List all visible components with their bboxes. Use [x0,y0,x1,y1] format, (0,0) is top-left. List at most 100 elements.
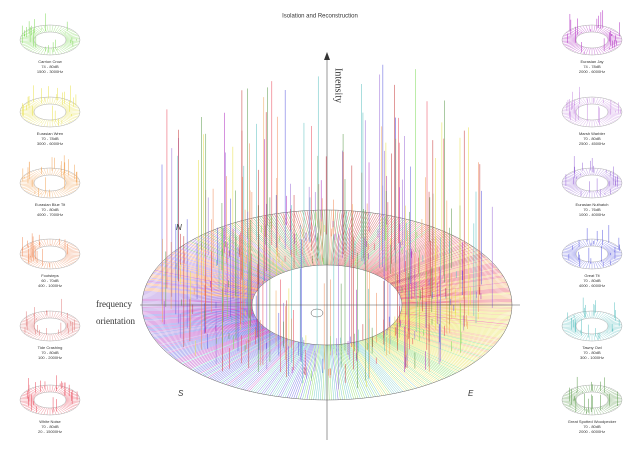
panel-outer [19,238,81,270]
panel-ring-line [25,330,38,336]
ring-line [375,335,447,378]
ring-line [173,327,265,359]
panel-ring-line [20,183,35,185]
panel-ring-line [595,47,599,55]
panel-ring-line [602,28,613,35]
panel-ring-line [598,312,605,319]
panel-ring-line [602,171,613,178]
ring-line [158,265,259,289]
panel-ring-line [64,33,78,37]
ring-line [400,312,509,324]
panel-ring-line [40,239,46,247]
panel-range: 4000 - 6000Hz [579,283,605,288]
panel-ring-line [564,43,578,47]
ring-line [340,344,361,399]
ring-line [161,322,260,348]
panel-ring-line [565,32,579,37]
panel-ring-line [607,396,622,399]
panel-ring-line [565,257,579,262]
panel-ring-line [599,98,608,106]
ring-line [142,300,253,304]
ring-line [391,325,486,355]
ring-line [354,342,395,394]
panel-ring-line [22,329,36,333]
panel-ring-line [564,247,578,251]
panel-outer [561,238,623,270]
panel-ring-line [604,316,617,322]
panel-ring-line [599,260,608,268]
panel-ring-line [607,38,622,40]
panel-level: 70 - 80dB [41,350,59,355]
panel-ring-line [57,332,66,340]
ring-line [313,344,322,400]
ring-line [157,266,259,290]
panel-ring-line [65,256,79,259]
panel-ring-line [604,330,617,336]
panel-ring-line [585,261,589,269]
ring-line [181,246,269,281]
panel-ring-line [562,179,577,182]
panel-ring-line [607,401,622,404]
panel-ring-line [599,406,608,414]
ring-line [214,336,282,381]
panel-inner [575,317,609,335]
ring-line [401,302,512,305]
panel-ring-line [585,119,589,127]
panel-ring-line [23,403,37,408]
panel-ring-line [595,311,599,319]
ring-line [388,327,479,361]
ring-line [401,303,512,305]
panel-ring-line [61,172,73,178]
panel-ring-line [598,169,605,176]
panel-ring-line [29,259,40,266]
panel-ring-line [54,385,60,393]
panel-ring-line [604,187,617,193]
panel-ring-line [20,255,35,258]
panel-ring-line [574,260,583,267]
panel-ring-line [34,386,43,394]
ring-line [291,344,313,399]
panel-ring-line [567,244,580,250]
ring-line [329,210,334,266]
ring-line [300,344,317,400]
panel-ring-line [602,117,613,124]
ring-line [380,238,460,278]
panel-ring-line [57,98,66,106]
panel-name: Eurasian Nuthatch [576,202,609,207]
panel-ring-line [601,189,610,196]
ring-line [398,317,503,336]
ring-line [364,339,421,388]
panel-ring-line [64,257,78,261]
panel-ring-line [607,108,622,111]
panel-ring-line [46,190,49,198]
panel-ring-line [605,175,619,180]
ring-line [394,263,494,288]
panel-ring-line [588,25,591,33]
panel-ring-line [607,114,621,117]
ring-line [142,296,253,302]
panel-ring-line [29,388,40,395]
panel-ring-line [579,386,586,393]
panel-ring-line [595,261,599,269]
panel-ring-line [61,29,73,35]
ring-line [221,337,285,384]
intensity-label: Intensity [333,68,344,103]
panel-ring-line [601,46,610,53]
panel-ring-line [593,119,596,127]
panel-ring-line [607,184,622,187]
panel-ring-line [603,315,615,321]
panel-ring-line [567,187,580,193]
ring-line [248,341,296,392]
panel-ring-line [601,313,610,320]
panel-ring-line [582,97,588,105]
ring-line [401,305,512,307]
panel-ring-line [593,261,596,269]
panel-ring-line [607,36,622,39]
ring-line [142,301,253,304]
panel-ring-line [20,38,35,40]
ring-line [199,235,276,277]
ring-line [328,210,332,266]
ring-line [339,211,359,266]
panel-ring-line [20,396,35,399]
